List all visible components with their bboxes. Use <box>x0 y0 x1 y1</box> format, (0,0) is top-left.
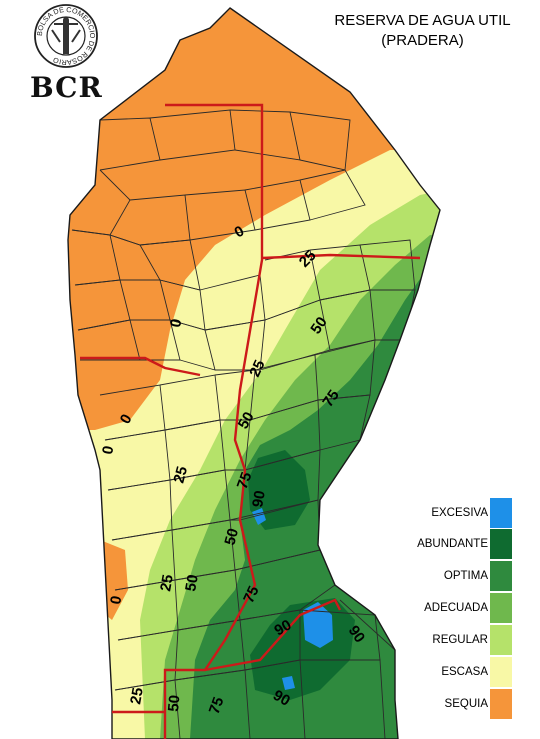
legend-item-abundante: ABUNDANTE <box>400 529 540 559</box>
zone-excesiva-1 <box>303 602 333 648</box>
contour-label-0: 0 <box>167 318 185 329</box>
legend-label: REGULAR <box>432 634 488 646</box>
contour-label-90: 90 <box>345 623 368 646</box>
legend-label: ABUNDANTE <box>417 538 488 550</box>
province-border-buenosaires <box>204 598 342 672</box>
legend-item-regular: REGULAR <box>400 625 540 655</box>
contour-labels: 0 0 0 0 0 25 25 25 25 25 50 50 50 50 50 … <box>99 223 368 717</box>
contour-label-50: 50 <box>307 314 330 337</box>
legend-label: SEQUIA <box>444 698 488 710</box>
map-subtitle: (PRADERA) <box>381 32 464 49</box>
legend-item-sequia: SEQUIA <box>400 689 540 719</box>
province-border-santiago-cordoba <box>80 356 201 377</box>
contour-label-0: 0 <box>99 445 117 456</box>
province-borders <box>80 103 421 739</box>
contour-label-50: 50 <box>182 573 202 592</box>
contour-label-50: 50 <box>165 694 183 712</box>
contour-label-90: 90 <box>270 687 293 710</box>
land-outline <box>67 7 441 739</box>
legend-swatch <box>490 529 512 559</box>
contour-label-75: 75 <box>206 695 228 716</box>
legend-label: ESCASA <box>441 666 488 678</box>
legend-swatch <box>490 689 512 719</box>
contour-label-75: 75 <box>319 387 342 410</box>
contour-label-25: 25 <box>127 686 147 705</box>
zone-abundante-center <box>248 450 310 530</box>
contour-label-75: 75 <box>234 470 256 491</box>
legend-item-optima: OPTIMA <box>400 561 540 591</box>
legend-swatch <box>490 561 512 591</box>
zone-abundante-east <box>395 355 440 430</box>
legend-item-adecuada: ADECUADA <box>400 593 540 623</box>
legend-label: EXCESIVA <box>431 507 488 519</box>
map-title: RESERVA DE AGUA UTIL <box>334 12 511 29</box>
legend-item-escasa: ESCASA <box>400 657 540 687</box>
bcr-logo: BOLSA DE COMERCIO DE ROSARIO BCR <box>30 4 102 104</box>
contour-label-50: 50 <box>235 409 258 432</box>
contour-label-25: 25 <box>246 357 268 379</box>
contour-label-25: 25 <box>170 465 191 486</box>
department-borders <box>71 109 416 739</box>
legend-item-excesiva: EXCESIVA <box>400 498 540 528</box>
contour-label-90: 90 <box>272 616 295 639</box>
contour-label-25: 25 <box>157 573 177 592</box>
contour-label-0: 0 <box>107 595 125 606</box>
legend-swatch <box>490 625 512 655</box>
bcr-abbrev: BCR <box>30 71 103 104</box>
contour-label-75: 75 <box>240 583 262 605</box>
province-border-chaco-santafe <box>261 253 421 260</box>
contour-label-90: 90 <box>249 489 269 508</box>
legend-swatch <box>490 657 512 687</box>
legend-label: ADECUADA <box>424 602 488 614</box>
legend-swatch <box>490 498 512 528</box>
zone-excesiva-3 <box>282 676 295 690</box>
legend-label: OPTIMA <box>443 570 488 582</box>
legend-swatch <box>490 593 512 623</box>
contour-label-50: 50 <box>221 527 242 548</box>
bcr-seal-icon: BOLSA DE COMERCIO DE ROSARIO <box>34 4 98 68</box>
